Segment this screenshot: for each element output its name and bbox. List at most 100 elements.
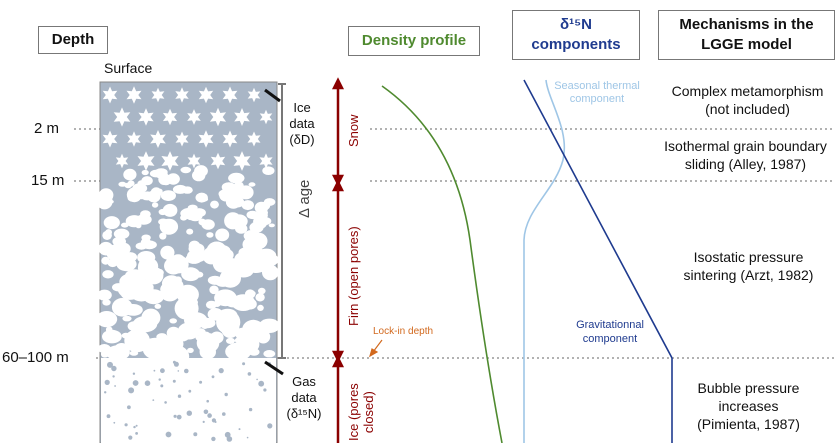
firn-grain	[186, 228, 194, 235]
snowflake-mark	[222, 130, 238, 148]
mechanism-4: Bubble pressure increases (Pimienta, 198…	[662, 379, 835, 433]
firn-grain	[148, 339, 170, 357]
firn-grain	[225, 295, 240, 308]
firn-grain	[220, 254, 231, 265]
firn-grain	[210, 200, 219, 209]
firn-grain	[185, 253, 203, 264]
snowflake-mark	[127, 131, 141, 147]
ice-data-label: Ice data (δD)	[284, 100, 320, 148]
ice-bubble	[247, 372, 252, 376]
gas-data-line2: data	[291, 390, 317, 405]
firn-grain	[175, 332, 189, 342]
ice-bubble	[172, 360, 176, 364]
ice-bubble	[238, 428, 241, 431]
firn-grain	[160, 190, 176, 202]
snowflake-mark	[138, 108, 154, 126]
seasonal-line2: component	[569, 93, 625, 105]
ice-bubble	[267, 423, 273, 429]
ice-bubble	[248, 407, 253, 412]
ice-data-pointer	[264, 88, 281, 103]
ice-bubble	[206, 399, 209, 403]
firn-grain	[137, 189, 145, 195]
firn-grain	[194, 165, 208, 177]
snowflake-mark	[102, 86, 118, 104]
ice-bubble	[152, 399, 155, 401]
firn-grain	[111, 247, 120, 255]
ice-bubble	[153, 369, 156, 372]
ice-bubble	[193, 432, 198, 437]
firn-grain	[251, 251, 268, 262]
ice-bubble	[132, 380, 139, 386]
firn-grain	[98, 188, 114, 203]
firn-grain	[234, 181, 244, 190]
snowflake-mark	[233, 151, 251, 171]
firn-grain	[140, 191, 155, 201]
snow-grains	[96, 86, 280, 442]
seasonal-line1: Seasonal thermal	[554, 80, 640, 92]
d15n-header-line1: δ¹⁵N	[560, 16, 592, 33]
density-header: Density profile	[348, 26, 480, 56]
firn-grain	[248, 348, 260, 356]
ice-bubble	[242, 362, 246, 366]
depth-header-label: Depth	[51, 31, 95, 48]
density-header-label: Density profile	[361, 32, 467, 49]
seasonal-curve	[523, 79, 566, 443]
firn-grain	[105, 326, 113, 333]
ice-bubble	[202, 420, 205, 423]
snowflake-mark	[247, 131, 261, 147]
firn-grain	[127, 269, 146, 288]
ice-bubble	[256, 378, 258, 381]
firn-grain	[97, 289, 112, 301]
gas-data-pointer	[264, 360, 284, 376]
snowflake-mark	[259, 153, 273, 169]
ice-bubble	[126, 405, 131, 410]
firn-grain	[180, 207, 199, 220]
ice-bubble	[160, 384, 164, 388]
firn-grain	[255, 293, 265, 302]
ice-bubble	[199, 380, 203, 384]
gas-data-line3: (δ¹⁵N)	[286, 406, 322, 421]
firn-grain	[123, 304, 143, 316]
depth-header: Depth	[38, 26, 108, 54]
ice-bubble	[104, 379, 110, 385]
firn-grain	[254, 201, 269, 214]
snowflake-mark	[222, 86, 238, 104]
ice-bubble	[186, 410, 192, 416]
firn-grain	[102, 270, 114, 279]
ice-bubble	[177, 370, 180, 372]
ice-data-line1: Ice	[293, 100, 311, 115]
firn-grain	[159, 218, 179, 235]
firn-grain	[113, 343, 130, 359]
firn-grain	[268, 223, 275, 228]
snowflake-mark	[175, 131, 189, 147]
firn-grain	[166, 255, 180, 269]
lock-in-label: Lock-in depth	[373, 326, 434, 337]
ice-bubble	[106, 414, 111, 419]
firn-grain	[142, 240, 157, 250]
firn-grain	[138, 257, 159, 276]
firn-grain	[101, 256, 110, 265]
mechanism-2-line1: Isothermal grain boundary	[664, 138, 827, 154]
gas-data-line1: Gas	[292, 374, 316, 389]
firn-grain	[207, 308, 224, 321]
firn-grain	[248, 182, 256, 187]
firn-grain	[172, 184, 188, 194]
firn-grain	[96, 311, 118, 328]
firn-grain	[206, 232, 214, 238]
zone-arrows	[331, 77, 345, 443]
ice-bubble	[133, 425, 136, 429]
ice-bubble	[112, 375, 115, 378]
snowflake-mark	[137, 151, 155, 171]
ice-bubble	[203, 409, 209, 415]
firn-grain	[234, 337, 243, 344]
zone-firn-label: Firn (open pores)	[346, 226, 361, 326]
gravitational-line1: Gravitationnal	[576, 319, 644, 331]
ice-bubble	[128, 435, 133, 440]
firn-grain	[228, 172, 245, 184]
ice-bubble	[132, 372, 136, 375]
firn-grain	[227, 345, 235, 352]
ice-bubble	[158, 378, 161, 381]
firn-grain	[157, 170, 165, 177]
mechanism-3-line2: sintering (Arzt, 1982)	[683, 267, 814, 283]
ice-section	[101, 358, 276, 443]
